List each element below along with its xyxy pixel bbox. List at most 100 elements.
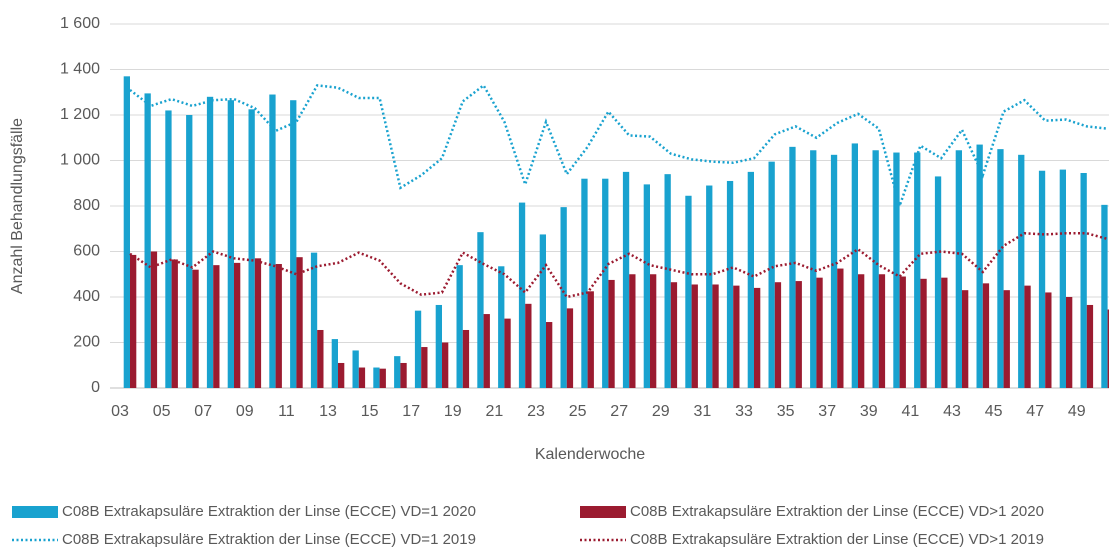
y-tick-label: 400 — [73, 288, 100, 305]
bar — [941, 277, 948, 388]
bar — [1101, 204, 1108, 388]
bar — [830, 154, 838, 388]
bar — [581, 178, 588, 388]
bar — [976, 144, 983, 388]
bar — [982, 283, 990, 388]
x-tick-label: 13 — [319, 403, 337, 420]
bar — [706, 185, 713, 388]
y-tick-label: 800 — [73, 197, 100, 214]
x-tick-label: 37 — [818, 403, 836, 420]
bar — [914, 152, 921, 388]
x-tick-label: 49 — [1068, 403, 1086, 420]
line — [129, 83, 1108, 211]
bar — [934, 176, 942, 388]
bar — [670, 282, 678, 388]
bar — [837, 268, 844, 388]
bar — [955, 150, 962, 388]
bar — [352, 350, 359, 388]
legend-label: C08B Extrakapsuläre Extraktion der Linse… — [62, 503, 476, 520]
legend-label: C08B Extrakapsuläre Extraktion der Linse… — [630, 531, 1044, 548]
bar — [810, 150, 817, 388]
bar — [816, 277, 823, 388]
bar — [483, 314, 490, 388]
x-tick-label: 39 — [860, 403, 878, 420]
bar — [130, 254, 137, 388]
bar — [1080, 173, 1087, 388]
x-tick-label: 45 — [985, 403, 1003, 420]
bar — [525, 303, 532, 388]
legend-label: C08B Extrakapsuläre Extraktion der Linse… — [62, 531, 476, 548]
bar — [602, 178, 609, 388]
bar — [150, 251, 158, 388]
bar — [414, 310, 422, 388]
bar — [310, 252, 318, 388]
bar — [358, 367, 366, 388]
legend-swatch — [12, 506, 58, 518]
bar — [664, 174, 671, 388]
bar — [504, 318, 511, 388]
bar — [643, 184, 650, 388]
bar — [192, 269, 199, 388]
bar — [421, 347, 428, 388]
bar — [691, 284, 698, 388]
bar — [477, 232, 484, 388]
bar — [878, 274, 886, 388]
bar — [774, 282, 782, 388]
bar — [462, 329, 470, 388]
bar — [712, 284, 719, 388]
y-tick-label: 200 — [73, 334, 100, 351]
bar — [726, 180, 734, 388]
bar — [789, 146, 796, 388]
x-tick-label: 31 — [694, 403, 712, 420]
x-tick-label: 29 — [652, 403, 670, 420]
bar — [379, 368, 386, 388]
x-tick-label: 35 — [777, 403, 795, 420]
x-tick-label: 27 — [610, 403, 628, 420]
bar — [893, 152, 900, 388]
y-tick-label: 1 600 — [60, 15, 100, 32]
bar — [338, 362, 345, 388]
bar — [608, 279, 615, 388]
x-tick-label: 09 — [236, 403, 254, 420]
bar — [650, 274, 657, 388]
bar — [962, 290, 969, 388]
bar — [899, 276, 906, 388]
bar — [566, 308, 574, 388]
x-tick-label: 33 — [735, 403, 753, 420]
legend-label: C08B Extrakapsuläre Extraktion der Linse… — [630, 503, 1044, 520]
x-tick-label: 19 — [444, 403, 462, 420]
bar — [858, 274, 865, 388]
bar — [747, 171, 754, 388]
bar — [165, 110, 172, 388]
bar — [1045, 292, 1052, 388]
bar — [685, 195, 692, 388]
y-axis-title: Anzahl Behandlungsfälle — [9, 118, 26, 294]
bar — [213, 265, 220, 388]
bar — [290, 100, 297, 389]
x-tick-label: 03 — [111, 403, 129, 420]
x-tick-label: 43 — [943, 403, 961, 420]
bar — [456, 265, 463, 388]
bar — [227, 100, 234, 389]
bar — [254, 258, 262, 388]
x-tick-label: 41 — [902, 403, 920, 420]
bar — [123, 76, 130, 388]
bar — [498, 266, 505, 388]
bar — [795, 281, 802, 388]
y-tick-label: 0 — [91, 379, 100, 396]
bar — [539, 234, 546, 388]
bar — [518, 202, 526, 388]
bar — [629, 274, 636, 388]
bar — [394, 356, 401, 388]
bar — [546, 322, 553, 388]
bar — [435, 304, 442, 388]
bar — [851, 143, 858, 388]
line — [129, 232, 1108, 299]
y-tick-label: 600 — [73, 243, 100, 260]
bar — [1003, 290, 1010, 388]
bar — [186, 115, 193, 388]
bar — [1059, 169, 1066, 388]
bar — [144, 93, 151, 388]
y-tick-label: 1 000 — [60, 152, 100, 169]
